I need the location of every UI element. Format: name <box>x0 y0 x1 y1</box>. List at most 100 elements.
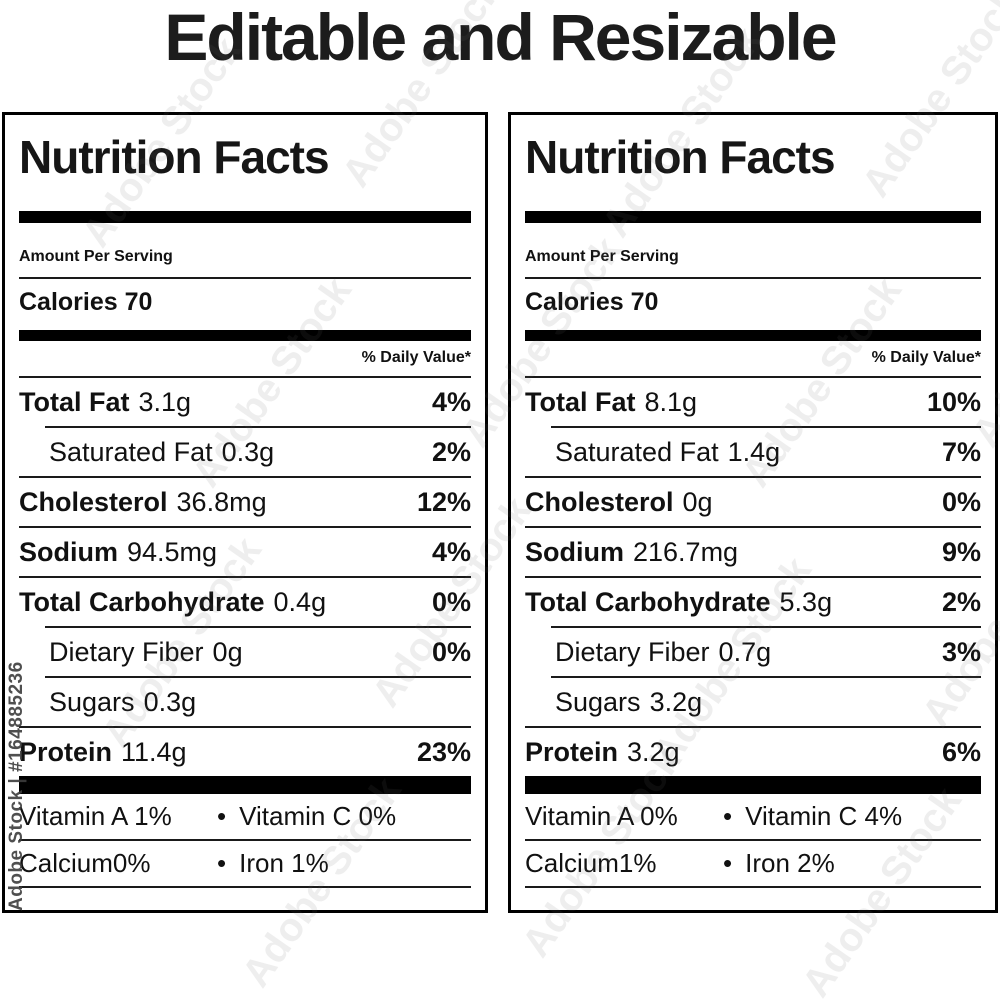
nutrient-daily-value: 4% <box>431 386 471 417</box>
nutrient-amount: 0.4g <box>273 586 327 617</box>
nutrient-amount: 5.3g <box>779 586 833 617</box>
nutrient-row-total-carbohydrate: Total Carbohydrate 5.3g 2% <box>525 578 981 626</box>
bullet-icon: • <box>217 801 227 831</box>
nutrient-name: Dietary Fiber <box>555 636 710 667</box>
nutrient-daily-value: 23% <box>416 736 471 767</box>
nutrient-row-saturated-fat: Saturated Fat 0.3g 2% <box>19 428 471 476</box>
nutrient-daily-value: 3% <box>941 636 981 667</box>
nutrient-amount: 0.3g <box>221 436 275 467</box>
nutrient-daily-value: 6% <box>941 736 981 767</box>
divider-line <box>19 376 471 378</box>
vitamin-right: Iron 2% <box>745 848 835 878</box>
nutrient-row-sodium: Sodium 216.7mg 9% <box>525 528 981 576</box>
nutrient-daily-value: 0% <box>431 586 471 617</box>
amount-per-serving-label: Amount Per Serving <box>525 248 679 265</box>
divider-line <box>19 886 471 888</box>
nutrient-daily-value: 0% <box>941 486 981 517</box>
nutrient-amount: 0g <box>682 486 713 517</box>
nutrient-daily-value: 10% <box>926 386 981 417</box>
nutrient-amount: 11.4g <box>121 736 187 767</box>
amount-per-serving-label: Amount Per Serving <box>19 248 173 265</box>
bullet-icon: • <box>723 801 733 831</box>
nutrient-name: Total Fat <box>525 386 636 417</box>
calories-value: 70 <box>124 288 153 316</box>
nutrient-amount: 3.2g <box>649 686 703 717</box>
page-title: Editable and Resizable <box>164 0 837 74</box>
daily-value-note: % Daily Value* <box>361 349 471 366</box>
vitamin-left: Calcium0% <box>19 848 151 878</box>
daily-value-note: % Daily Value* <box>871 349 981 366</box>
nutrient-name: Saturated Fat <box>555 436 719 467</box>
vitamin-row-1: Vitamin A 0% • Vitamin C 4% <box>525 794 981 839</box>
vitamin-right: Vitamin C 4% <box>745 801 903 831</box>
vitamin-right: Vitamin C 0% <box>239 801 397 831</box>
nutrient-row-cholesterol: Cholesterol 0g 0% <box>525 478 981 526</box>
nutrient-name: Sugars <box>49 686 135 717</box>
divider-line <box>525 476 981 478</box>
vitamin-right: Iron 1% <box>239 848 329 878</box>
nutrient-row-dietary-fiber: Dietary Fiber 0.7g 3% <box>525 628 981 676</box>
divider-line <box>19 576 471 578</box>
divider-line <box>19 726 471 728</box>
divider-line <box>525 277 981 279</box>
divider-line <box>525 886 981 888</box>
nutrient-name: Saturated Fat <box>49 436 213 467</box>
divider-line <box>551 676 981 678</box>
thick-divider-bar <box>19 211 471 223</box>
nutrition-facts-heading: Nutrition Facts <box>19 131 330 183</box>
thick-divider-bar <box>525 776 981 794</box>
nutrient-name: Dietary Fiber <box>49 636 204 667</box>
divider-line <box>19 476 471 478</box>
divider-line <box>551 626 981 628</box>
nutrition-label-right: Nutrition Facts Amount Per Serving Calor… <box>508 112 998 913</box>
divider-line <box>45 676 471 678</box>
nutrition-facts-heading: Nutrition Facts <box>525 131 836 183</box>
nutrient-name: Protein <box>19 736 113 767</box>
vitamin-left: Calcium1% <box>525 848 657 878</box>
vitamin-row-2: Calcium0% • Iron 1% <box>19 841 471 886</box>
nutrient-row-saturated-fat: Saturated Fat 1.4g 7% <box>525 428 981 476</box>
bullet-icon: • <box>723 848 733 878</box>
nutrient-daily-value: 2% <box>431 436 471 467</box>
nutrition-label-left: Nutrition Facts Amount Per Serving Calor… <box>2 112 488 913</box>
nutrient-daily-value: 4% <box>431 536 471 567</box>
nutrient-name: Sodium <box>525 536 624 567</box>
thick-divider-bar <box>19 330 471 341</box>
nutrient-daily-value: 2% <box>941 586 981 617</box>
divider-line <box>19 839 471 841</box>
divider-line <box>525 526 981 528</box>
divider-line <box>525 576 981 578</box>
nutrient-row-sodium: Sodium 94.5mg 4% <box>19 528 471 576</box>
divider-line <box>45 426 471 428</box>
nutrient-row-total-fat: Total Fat 8.1g 10% <box>525 378 981 426</box>
nutrient-amount: 0g <box>212 636 243 667</box>
nutrient-name: Cholesterol <box>525 486 674 517</box>
calories-row: Calories 70 <box>19 288 471 317</box>
nutrient-daily-value: 12% <box>416 486 471 517</box>
vitamin-left: Vitamin A 1% <box>19 801 172 831</box>
bullet-icon: • <box>217 848 227 878</box>
nutrient-amount: 8.1g <box>644 386 698 417</box>
divider-line <box>525 839 981 841</box>
nutrient-row-protein: Protein 3.2g 6% <box>525 728 981 776</box>
nutrient-name: Protein <box>525 736 619 767</box>
vitamin-row-2: Calcium1% • Iron 2% <box>525 841 981 886</box>
thick-divider-bar <box>525 211 981 223</box>
nutrient-row-dietary-fiber: Dietary Fiber 0g 0% <box>19 628 471 676</box>
nutrient-daily-value: 9% <box>941 536 981 567</box>
divider-line <box>525 376 981 378</box>
nutrient-name: Sodium <box>19 536 118 567</box>
nutrient-amount: 0.3g <box>143 686 197 717</box>
nutrient-name: Total Carbohydrate <box>19 586 265 617</box>
nutrient-daily-value: 7% <box>941 436 981 467</box>
nutrient-amount: 36.8mg <box>176 486 267 517</box>
nutrient-amount: 216.7mg <box>633 536 739 567</box>
nutrient-daily-value: 0% <box>431 636 471 667</box>
nutrient-row-sugars: Sugars 3.2g <box>525 678 981 726</box>
nutrient-row-sugars: Sugars 0.3g <box>19 678 471 726</box>
calories-label: Calories <box>19 288 118 316</box>
nutrient-name: Total Fat <box>19 386 130 417</box>
nutrient-amount: 0.7g <box>718 636 772 667</box>
divider-line <box>551 426 981 428</box>
nutrient-name: Sugars <box>555 686 641 717</box>
